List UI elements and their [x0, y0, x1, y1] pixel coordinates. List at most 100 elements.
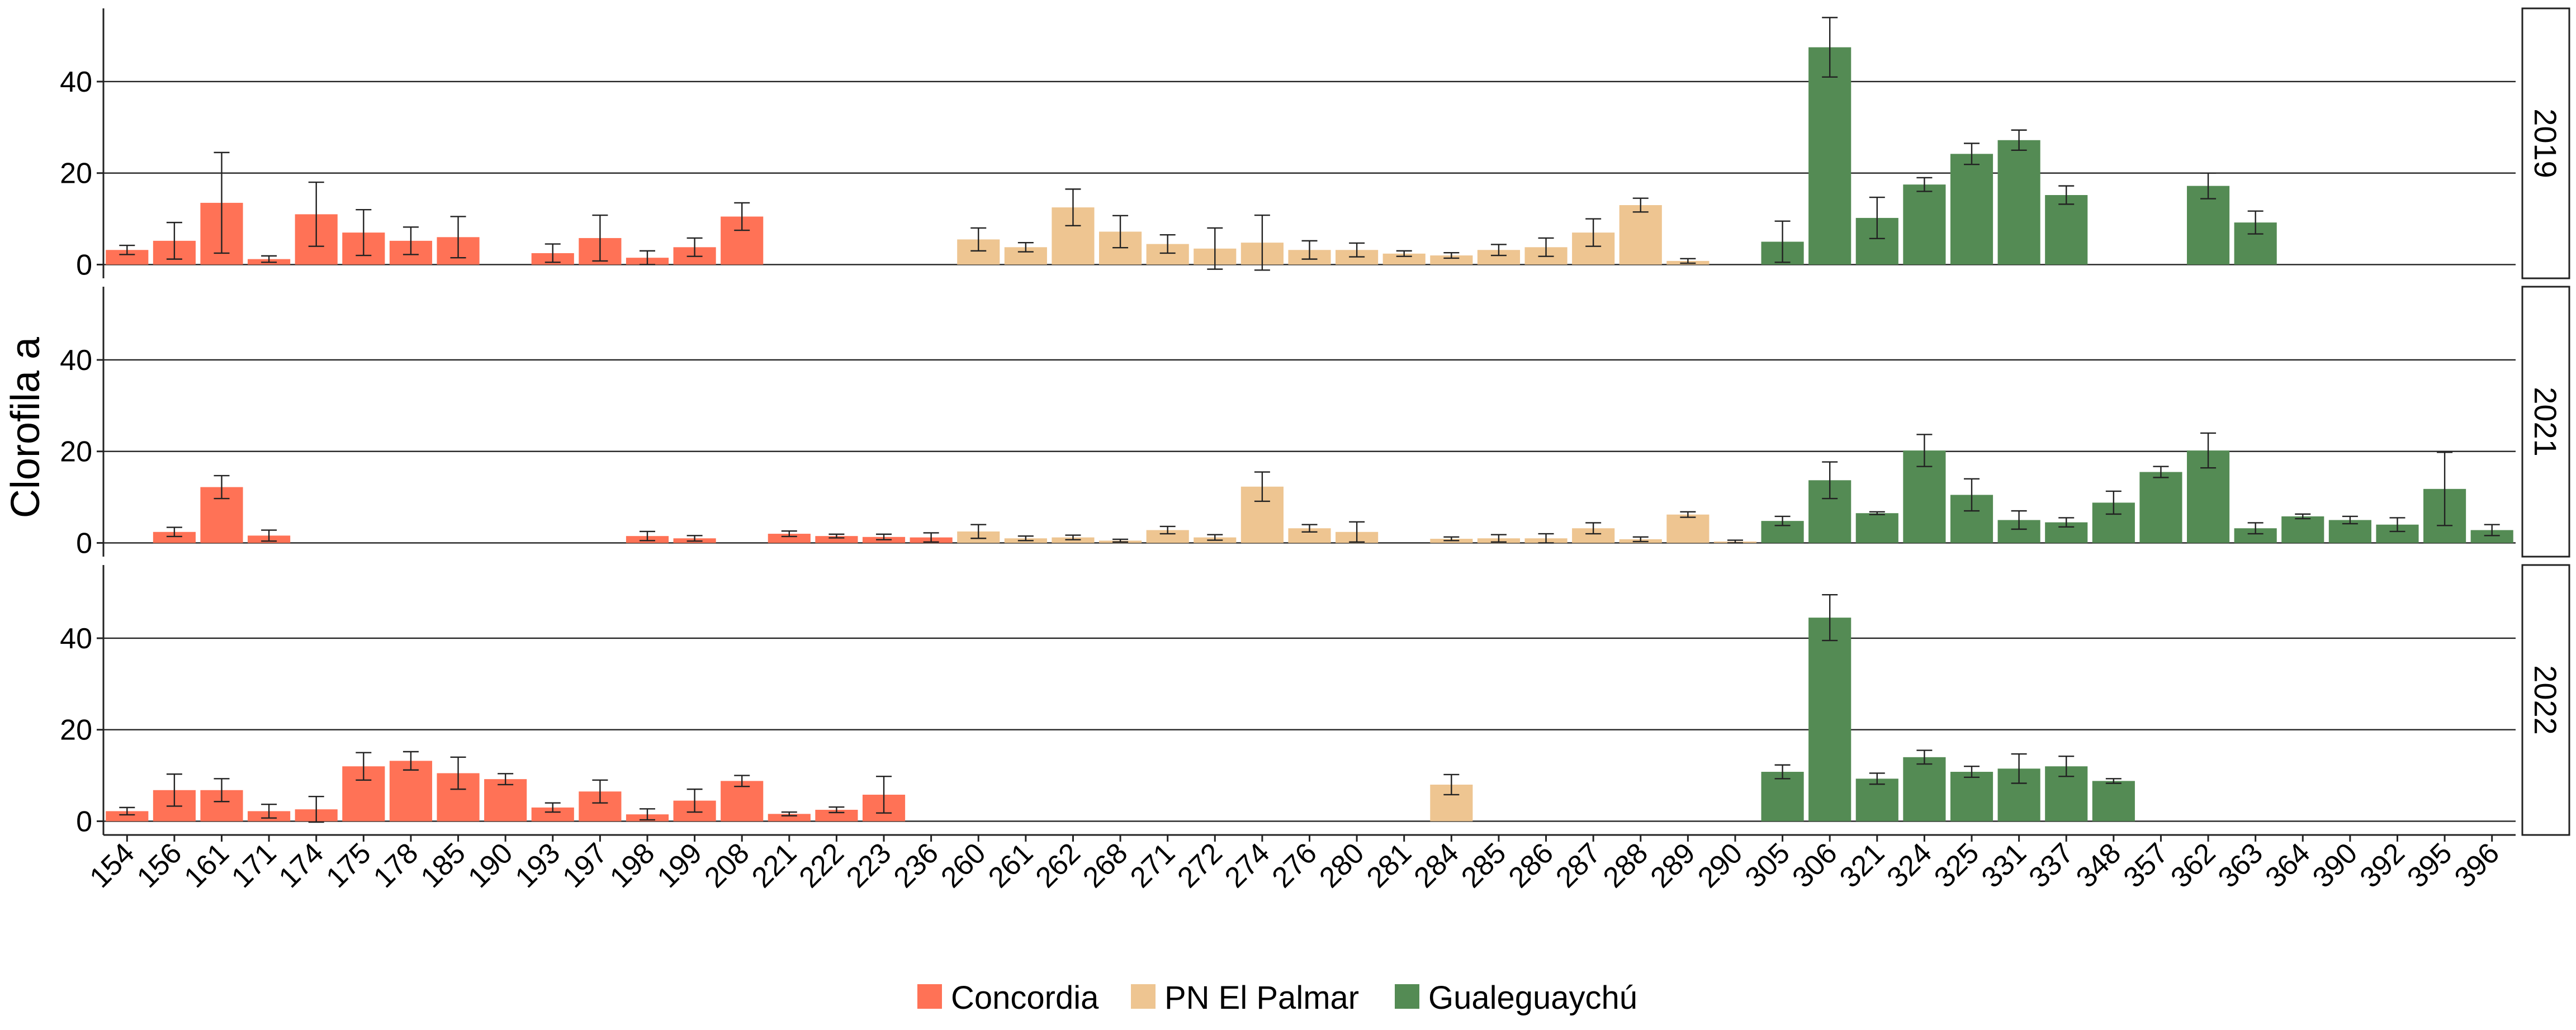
x-tick-label: 171 — [225, 837, 282, 894]
error-bar-2021-364 — [2295, 513, 2311, 520]
error-bar-2022-154 — [119, 806, 135, 816]
error-bar-2019-305 — [1774, 220, 1791, 263]
facet-label: 2019 — [2528, 108, 2563, 178]
bar-2022-178 — [389, 761, 433, 822]
error-bar-2019-268 — [1112, 215, 1129, 249]
x-tick-label: 337 — [2023, 837, 2080, 894]
error-bar-2019-174 — [308, 181, 324, 247]
x-tick-label: 362 — [2165, 837, 2222, 894]
error-bar-2019-260 — [970, 227, 987, 252]
error-bar-2021-306 — [1822, 461, 1838, 500]
error-bar-2019-321 — [1869, 196, 1885, 239]
bar-2021-321 — [1855, 513, 1898, 543]
error-bar-2022-348 — [2105, 778, 2122, 784]
error-bar-2021-331 — [2011, 510, 2027, 530]
x-tick-label: 395 — [2401, 837, 2458, 894]
error-bar-2019-324 — [1916, 177, 1933, 192]
error-bar-2021-363 — [2247, 522, 2264, 535]
x-tick-label: 392 — [2354, 837, 2411, 894]
bar-2021-222 — [815, 536, 858, 543]
x-tick-label: 357 — [2118, 837, 2175, 894]
x-tick-label: 190 — [462, 837, 519, 894]
x-tick-label: 272 — [1171, 837, 1228, 894]
error-bar-2022-161 — [214, 778, 230, 803]
x-tick-label: 390 — [2307, 837, 2364, 894]
error-bar-2021-156 — [166, 526, 182, 538]
error-bar-2022-171 — [261, 803, 277, 819]
legend-swatch — [1395, 984, 1419, 1009]
error-bar-2021-390 — [2342, 515, 2358, 525]
error-bar-2019-280 — [1349, 242, 1365, 258]
legend-item: PN El Palmar — [1131, 980, 1359, 1016]
x-tick-label: 324 — [1881, 837, 1938, 894]
error-bar-2022-337 — [2058, 755, 2075, 777]
x-tick-label: 288 — [1597, 837, 1654, 894]
error-bar-2022-325 — [1964, 766, 1980, 779]
bar-2019-331 — [1997, 140, 2040, 265]
error-bar-2022-306 — [1822, 594, 1838, 642]
y-tick-label: 20 — [60, 714, 92, 747]
error-bar-2019-197 — [592, 214, 608, 262]
x-tick-label: 193 — [509, 837, 566, 894]
bar-2021-221 — [768, 534, 811, 543]
error-bar-2022-321 — [1869, 772, 1885, 785]
panel-2021: 0 20 40 2021 — [60, 286, 2570, 559]
y-tick-label: 40 — [60, 623, 92, 655]
error-bar-2019-286 — [1538, 237, 1554, 257]
x-tick-label: 174 — [273, 837, 330, 894]
x-tick-label: 364 — [2259, 837, 2316, 894]
error-bar-2022-222 — [828, 806, 845, 814]
bar-2021-364 — [2281, 516, 2324, 543]
error-bar-2019-199 — [686, 237, 703, 257]
legend-item: Concordia — [917, 980, 1099, 1016]
error-bar-2019-285 — [1490, 244, 1507, 257]
error-bar-2021-236 — [923, 532, 939, 543]
error-bar-2019-154 — [119, 244, 135, 255]
error-bar-2019-306 — [1822, 17, 1838, 78]
error-bar-2019-272 — [1207, 227, 1223, 270]
bar-2019-284 — [1430, 255, 1473, 265]
error-bar-2021-285 — [1490, 534, 1507, 543]
error-bar-2021-321 — [1869, 511, 1885, 515]
y-axis-label: Clorofila a — [3, 336, 48, 518]
y-tick-label: 20 — [60, 436, 92, 468]
error-bar-2019-325 — [1964, 143, 1980, 165]
bar-2022-321 — [1855, 779, 1898, 822]
x-tick-label: 331 — [1976, 837, 2033, 894]
bar-2021-357 — [2139, 472, 2182, 543]
error-bar-2021-280 — [1349, 521, 1365, 543]
bar-2019-337 — [2045, 195, 2088, 265]
facet-label: 2021 — [2528, 387, 2563, 457]
x-tick-label: 221 — [746, 837, 803, 894]
bar-2022-154 — [106, 811, 149, 822]
y-tick-label: 0 — [76, 805, 92, 838]
bar-2019-288 — [1619, 205, 1662, 265]
facet-strip-2022: 2022 — [2521, 564, 2570, 836]
x-tick-label: 175 — [320, 837, 377, 894]
error-bar-2019-208 — [734, 202, 750, 231]
x-tick-label: 198 — [604, 837, 661, 894]
error-bar-2021-325 — [1964, 478, 1980, 512]
bar-2019-306 — [1808, 47, 1852, 265]
error-bar-2019-161 — [214, 151, 230, 254]
x-tick-label: 284 — [1408, 837, 1465, 894]
x-tick-label: 271 — [1124, 837, 1181, 894]
error-bar-2021-271 — [1159, 525, 1176, 535]
x-tick-label: 260 — [935, 837, 992, 894]
error-bar-2019-193 — [544, 243, 561, 263]
legend-swatch — [917, 984, 942, 1009]
x-tick-label: 178 — [367, 837, 424, 894]
error-bar-2021-161 — [214, 474, 230, 500]
error-bar-2022-284 — [1443, 773, 1460, 796]
error-bar-2019-287 — [1585, 218, 1602, 247]
y-tick-label: 0 — [76, 249, 92, 281]
bar-2022-222 — [815, 809, 858, 822]
legend-item: Gualeguaychú — [1395, 980, 1637, 1016]
error-bar-2019-363 — [2247, 210, 2264, 235]
x-tick-label: 287 — [1550, 837, 1607, 894]
x-tick-label: 281 — [1361, 837, 1418, 894]
error-bar-2021-287 — [1585, 522, 1602, 535]
x-axis: 1541561611711741751781851901931971981992… — [83, 834, 2516, 894]
error-bar-2021-272 — [1207, 534, 1223, 541]
error-bar-2019-337 — [2058, 185, 2075, 205]
